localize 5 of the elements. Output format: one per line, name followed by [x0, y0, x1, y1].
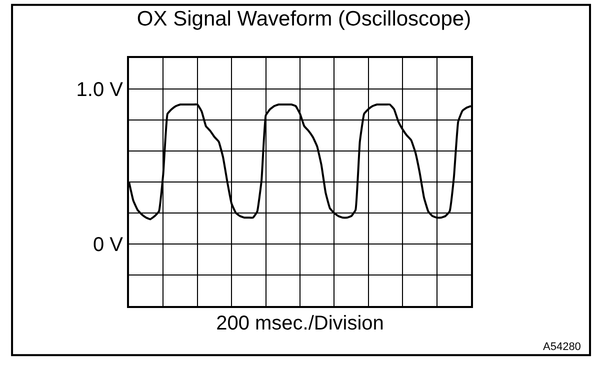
x-axis-title: 200 msec./Division — [216, 312, 384, 334]
y-tick-label: 1.0 V — [76, 79, 124, 101]
chart-title: OX Signal Waveform (Oscilloscope) — [136, 8, 472, 31]
y-tick-label: 0 V — [92, 234, 124, 256]
text: A54280 — [543, 341, 581, 353]
